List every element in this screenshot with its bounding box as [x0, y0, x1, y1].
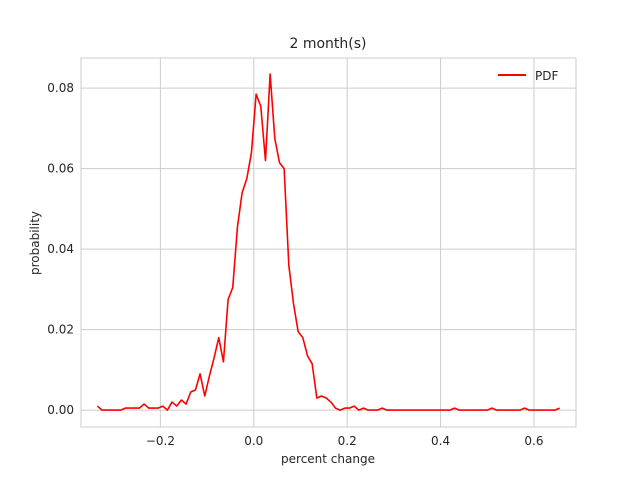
y-axis: 0.00 0.02 0.04 0.06 0.08 — [47, 81, 74, 417]
x-axis: −0.2 0.0 0.2 0.4 0.6 — [146, 434, 544, 448]
y-tick-label: 0.06 — [47, 162, 74, 176]
y-tick-label: 0.04 — [47, 242, 74, 256]
plot-frame — [80, 57, 577, 428]
y-tick-label: 0.08 — [47, 81, 74, 95]
grid — [81, 58, 576, 427]
legend-label-pdf: PDF — [535, 69, 558, 83]
x-tick-label: 0.6 — [524, 434, 543, 448]
y-tick-label: 0.02 — [47, 323, 74, 337]
y-axis-label: probability — [28, 211, 42, 275]
x-tick-label: 0.4 — [431, 434, 450, 448]
x-tick-label: −0.2 — [146, 434, 175, 448]
series-line-pdf — [96, 73, 560, 411]
chart-title: 2 month(s) — [289, 36, 366, 52]
x-tick-label: 0.0 — [244, 434, 263, 448]
x-axis-label: percent change — [281, 452, 375, 466]
legend: PDF — [498, 69, 558, 83]
x-tick-label: 0.2 — [338, 434, 357, 448]
y-tick-label: 0.00 — [47, 403, 74, 417]
series-group — [96, 73, 560, 411]
